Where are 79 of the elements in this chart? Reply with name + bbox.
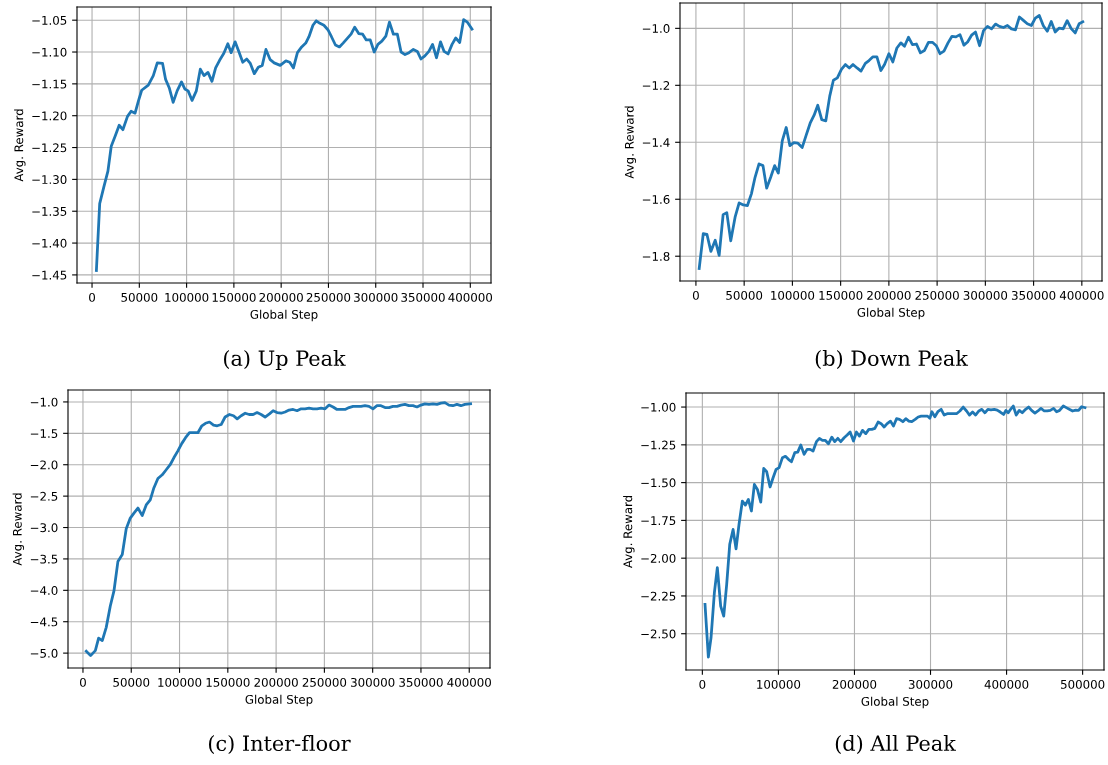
y-tick-label: −1.8 [642, 251, 670, 261]
x-tick-label: 100000 [158, 677, 202, 687]
y-tick-label: −1.25 [32, 143, 67, 153]
y-tick-label: −1.50 [641, 478, 676, 488]
x-tick-label: 500000 [1061, 679, 1105, 689]
y-tick-label: −1.0 [642, 24, 670, 33]
line-series [95, 18, 474, 272]
x-tick-label: 100000 [771, 290, 815, 300]
y-tick-label: −3.5 [30, 554, 58, 564]
x-tick-label: 0 [89, 292, 96, 302]
x-tick-label: 300000 [351, 677, 395, 687]
y-axis-title: Avg. Reward [12, 493, 25, 566]
x-tick-label: 400000 [1059, 290, 1104, 300]
text: (a) Up Peak [224, 349, 346, 371]
text: (c) Inter-floor [208, 734, 351, 754]
text: (d) All Peak [835, 734, 956, 754]
y-tick-label: −1.75 [641, 516, 676, 526]
y-tick-label: −3.0 [30, 523, 58, 533]
x-tick-label: 200000 [867, 290, 911, 300]
y-tick-label: −1.10 [32, 47, 67, 57]
y-tick-label: −2.25 [641, 591, 676, 601]
y-axis-title: Avg. Reward [14, 109, 26, 182]
x-tick-label: 150000 [819, 290, 863, 300]
y-tick-label: −1.05 [32, 15, 67, 25]
x-tick-label: 300000 [963, 290, 1008, 300]
line-series [84, 401, 472, 658]
y-tick-label: −1.15 [32, 79, 67, 89]
y-tick-label: −1.30 [32, 175, 67, 185]
x-axis-title: Global Step [245, 694, 313, 707]
y-tick-label: −1.45 [32, 270, 67, 280]
y-tick-label: −4.0 [30, 586, 58, 595]
y-tick-label: −5.0 [30, 648, 58, 658]
x-tick-label: 300000 [354, 292, 398, 302]
y-tick-label: −1.4 [642, 138, 670, 147]
x-tick-label: 50000 [121, 292, 158, 302]
x-tick-label: 250000 [306, 292, 351, 302]
x-axis-title: Global Step [861, 696, 929, 709]
x-tick-label: 50000 [726, 290, 763, 300]
y-tick-label: −2.00 [641, 553, 676, 563]
y-tick-label: −1.5 [30, 429, 58, 438]
y-axis-title: Avg. Reward [624, 106, 637, 179]
y-tick-label: −4.5 [30, 617, 58, 627]
x-tick-label: 400000 [447, 677, 491, 687]
x-tick-label: 300000 [908, 679, 953, 689]
x-axis-title: Global Step [250, 309, 318, 322]
x-tick-label: 350000 [401, 292, 445, 302]
line-series [703, 404, 1087, 659]
x-tick-label: 200000 [259, 292, 303, 302]
text: (b) Down Peak [815, 349, 969, 369]
x-tick-label: 400000 [448, 292, 493, 302]
y-tick-label: −1.20 [32, 111, 67, 121]
line-series [697, 14, 1085, 270]
x-axis-title: Global Step [857, 307, 925, 320]
x-tick-label: 350000 [399, 677, 443, 687]
y-tick-label: −2.0 [30, 460, 58, 470]
x-tick-label: 150000 [212, 292, 256, 302]
y-tick-label: −2.50 [641, 629, 676, 639]
x-tick-label: 0 [699, 679, 706, 689]
x-tick-label: 400000 [984, 679, 1029, 689]
x-tick-label: 50000 [113, 677, 150, 687]
x-tick-label: 100000 [757, 679, 801, 689]
x-tick-label: 200000 [832, 679, 877, 689]
y-tick-label: −1.6 [642, 194, 670, 204]
x-tick-label: 250000 [915, 290, 959, 300]
y-tick-label: −1.35 [32, 206, 67, 216]
x-tick-label: 200000 [254, 677, 298, 687]
x-tick-label: 150000 [206, 677, 250, 687]
y-tick-label: −1.40 [32, 238, 67, 248]
x-tick-label: 0 [692, 290, 699, 300]
y-tick-label: −1.0 [30, 397, 58, 407]
y-tick-label: −1.2 [642, 81, 670, 90]
x-tick-label: 0 [79, 677, 86, 687]
y-tick-label: −2.5 [30, 491, 58, 501]
x-tick-label: 350000 [1011, 290, 1056, 300]
x-tick-label: 250000 [302, 677, 347, 687]
y-axis-title: Avg. Reward [623, 495, 635, 569]
x-tick-label: 100000 [165, 292, 209, 302]
y-tick-label: −1.00 [641, 402, 676, 412]
y-tick-label: −1.25 [641, 440, 676, 450]
